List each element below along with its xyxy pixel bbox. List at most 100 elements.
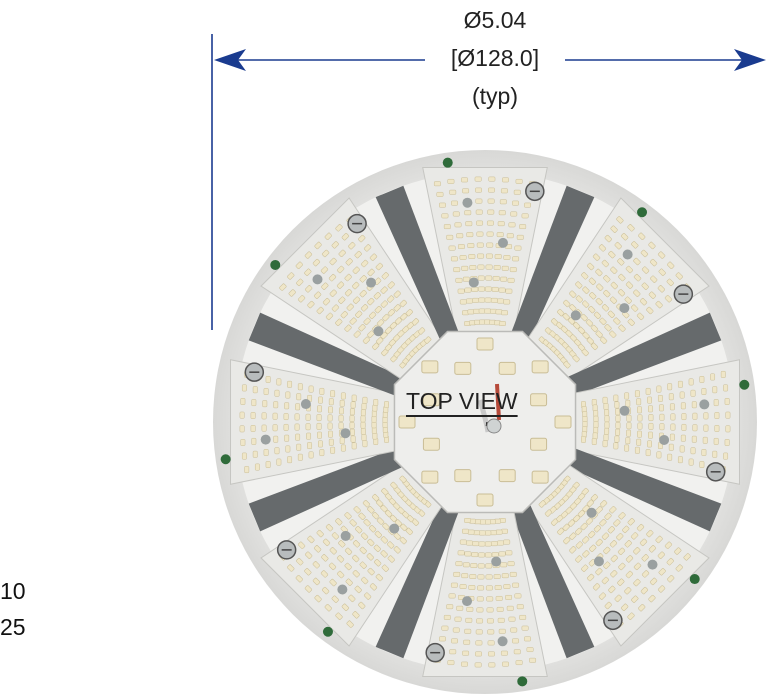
led-modules [230, 167, 740, 677]
led-chip [305, 285, 313, 293]
led-chip [338, 296, 346, 304]
led-chip [252, 386, 258, 394]
led-chip [599, 317, 607, 326]
led-chip [355, 310, 363, 318]
led-chip [484, 541, 492, 547]
led-chip [634, 390, 640, 398]
led-chip [485, 253, 493, 259]
dimension-mm-value: [Ø128.0] [450, 45, 540, 71]
led-chip [659, 413, 665, 421]
led-chip [692, 424, 698, 432]
led-chip [476, 220, 484, 226]
led-chip [324, 232, 332, 240]
led-chip [488, 187, 495, 193]
led-chip [513, 189, 521, 195]
led-chip [486, 618, 494, 624]
led-chip [486, 220, 494, 226]
led-chip [524, 636, 531, 642]
led-chip [389, 514, 398, 523]
led-fixture [213, 150, 757, 694]
component [366, 277, 377, 288]
led-chip [373, 399, 379, 406]
led-chip [470, 563, 478, 569]
led-chip [244, 466, 250, 474]
led-chip [625, 555, 634, 563]
led-chip [359, 289, 367, 298]
component [497, 636, 508, 647]
led-chip [636, 398, 642, 406]
led-chip [363, 244, 372, 252]
led-chip [503, 539, 511, 545]
led-chip [519, 224, 527, 230]
led-chip [380, 286, 388, 294]
led-chip [627, 224, 635, 232]
led-chip [476, 231, 484, 237]
mount-hole [442, 157, 453, 168]
led-chip [498, 551, 506, 557]
led-chip [595, 297, 603, 306]
led-chip [322, 538, 331, 546]
module-gap [506, 185, 595, 353]
led-chip [321, 554, 329, 562]
led-chip [312, 577, 321, 586]
led-chip [510, 627, 518, 633]
led-chip [582, 550, 590, 558]
led-chip [648, 545, 657, 553]
led-chip [657, 285, 665, 293]
mounting-screws [220, 157, 750, 687]
mount-hole [270, 259, 281, 270]
side-note-1: 10 [0, 578, 26, 604]
component [373, 326, 384, 337]
led-chip [618, 273, 626, 282]
led-chip [251, 399, 257, 407]
led-chip [352, 570, 360, 578]
led-chip [478, 552, 486, 558]
led-chip [239, 425, 245, 433]
led-chip [273, 401, 279, 409]
led-chip [487, 198, 495, 204]
led-chip [508, 222, 516, 228]
led-chip [454, 616, 462, 622]
led-chip [305, 423, 311, 431]
led-chip [474, 662, 482, 668]
led-chip [467, 243, 475, 249]
led-chip [393, 290, 401, 298]
led-chip [512, 256, 520, 262]
led-chip [603, 289, 611, 298]
led-chip [361, 576, 369, 585]
led-chip [624, 587, 632, 595]
led-chip [312, 258, 321, 267]
led-chip [387, 308, 396, 317]
led-chip [616, 216, 624, 224]
led-chip [317, 405, 322, 413]
led-chip [703, 412, 709, 420]
led-chip [297, 295, 306, 303]
led-chip [575, 295, 583, 303]
led-chip [627, 612, 635, 620]
led-chip [338, 540, 346, 548]
led-chip [506, 233, 514, 239]
center-led [454, 361, 472, 375]
led-chip [515, 660, 523, 666]
led-chip [681, 413, 687, 421]
led-chip [336, 570, 345, 579]
led-module [260, 197, 447, 384]
led-chip [344, 324, 352, 332]
led-chip [359, 546, 367, 555]
led-chip [328, 406, 333, 414]
led-chip [598, 592, 607, 600]
mount-hole [689, 574, 700, 585]
center-led [498, 361, 516, 375]
led-chip [503, 299, 511, 305]
led-chip [626, 414, 632, 422]
led-chip [633, 289, 641, 297]
led-chip [462, 188, 470, 194]
led-chip [285, 391, 291, 399]
led-chip [433, 181, 441, 187]
led-chip [331, 595, 339, 603]
led-chip [625, 265, 634, 274]
led-chip [387, 541, 395, 549]
led-chip [287, 380, 293, 388]
led-chip [501, 310, 508, 316]
led-chip [667, 453, 673, 461]
